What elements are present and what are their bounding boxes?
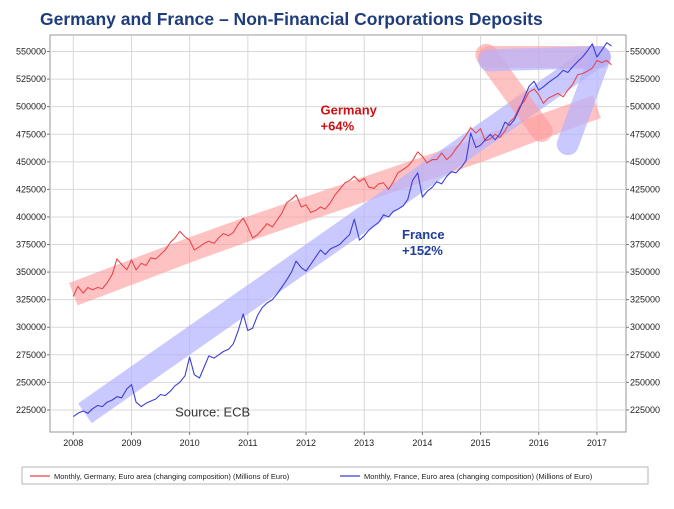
y-tick-label-right: 475000 [630,129,660,139]
y-tick-label-left: 325000 [16,295,46,305]
legend: Monthly, Germany, Euro area (changing co… [21,466,649,485]
series-lines [72,42,612,418]
y-tick-label-right: 550000 [630,47,660,57]
axes: 225000 225000 250000 250000 275000 275000 3000… [16,47,660,448]
france-series-line [72,42,612,418]
y-tick-label-left: 300000 [16,322,46,332]
x-tick-label: 2010 [180,438,200,448]
y-tick-label-left: 475000 [16,129,46,139]
x-tick-label: 2014 [412,438,432,448]
y-tick-label-left: 350000 [16,267,46,277]
x-tick-label: 2013 [354,438,374,448]
y-tick-label-left: 275000 [16,350,46,360]
y-tick-label-right: 400000 [630,212,660,222]
x-tick-label: 2015 [471,438,491,448]
germany-annotation-name: Germany [321,102,378,117]
x-tick-label: 2017 [587,438,607,448]
france-annotation-name: France [402,227,445,242]
y-tick-label-left: 400000 [16,212,46,222]
arrowhead-stroke [478,46,611,72]
germany-annotation-growth: +64% [321,118,355,133]
y-tick-label-right: 500000 [630,102,660,112]
chart-title: Germany and France – Non-Financial Corpo… [40,9,543,29]
y-tick-label-left: 500000 [16,102,46,112]
y-tick-label-left: 425000 [16,184,46,194]
y-tick-label-right: 375000 [630,240,660,250]
y-tick-label-right: 450000 [630,157,660,167]
y-tick-label-right: 525000 [630,74,660,84]
source-note: Source: ECB [175,405,250,420]
y-tick-label-right: 250000 [630,377,660,387]
y-tick-label-left: 250000 [16,377,46,387]
x-tick-label: 2011 [238,438,257,448]
y-tick-label-right: 425000 [630,184,660,194]
y-tick-label-right: 350000 [630,267,660,277]
legend-germany-label: Monthly, Germany, Euro area (changing co… [54,472,290,481]
arrowhead-stroke [556,46,611,156]
legend-france-label: Monthly, France, Euro area (changing com… [364,472,593,481]
y-tick-label-left: 550000 [16,47,46,57]
y-tick-label-right: 300000 [630,322,660,332]
y-tick-label-left: 225000 [16,405,46,415]
y-tick-label-right: 225000 [630,405,660,415]
x-tick-label: 2012 [296,438,316,448]
y-tick-label-right: 325000 [630,295,660,305]
france-trend-band [78,43,607,424]
x-tick-label: 2008 [63,438,83,448]
y-tick-label-left: 525000 [16,74,46,84]
x-tick-label: 2009 [121,438,141,448]
x-tick-label: 2016 [529,438,549,448]
legend-box [21,466,649,485]
trend-bands [69,43,611,424]
annotations: Germany+64% France+152% Source: ECB [175,102,445,419]
y-tick-label-right: 275000 [630,350,660,360]
y-tick-label-left: 450000 [16,157,46,167]
y-tick-label-left: 375000 [16,240,46,250]
france-annotation-growth: +152% [402,243,443,258]
germany-trend-band [69,95,601,306]
